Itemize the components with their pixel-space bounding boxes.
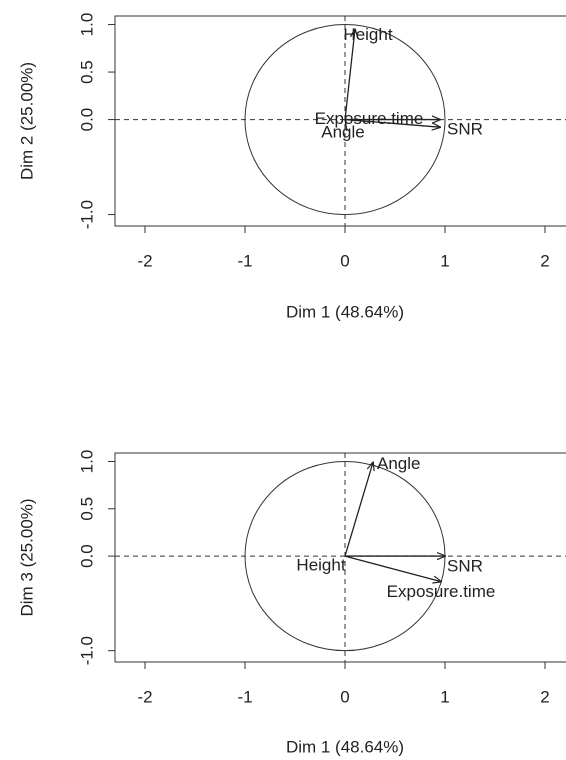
y-tick-label: -1.0 <box>77 636 96 665</box>
y-tick-label: 0.5 <box>77 497 96 521</box>
x-tick-label: 2 <box>540 687 549 706</box>
vector-arrow <box>344 555 441 582</box>
vector-label: Height <box>296 556 345 575</box>
y-tick-label: -1.0 <box>77 200 96 229</box>
x-tick-label: 0 <box>340 251 349 270</box>
y-axis-label: Dim 2 (25.00%) <box>17 62 36 180</box>
x-tick-label: 1 <box>440 687 449 706</box>
vector-label: Angle <box>321 122 364 141</box>
x-tick-label: -2 <box>137 251 152 270</box>
vector-label: Exposure.time <box>387 582 496 601</box>
vector-label: Height <box>343 25 392 44</box>
vector-label: Angle <box>377 454 420 473</box>
x-tick-label: 1 <box>440 251 449 270</box>
y-tick-label: 0.0 <box>77 544 96 568</box>
vector-label: SNR <box>447 120 483 139</box>
y-tick-label: 1.0 <box>77 450 96 474</box>
x-axis-label: Dim 1 (48.64%) <box>286 737 404 756</box>
y-tick-label: 1.0 <box>77 13 96 37</box>
vector-label: SNR <box>447 557 483 576</box>
unit-circle <box>244 24 446 216</box>
x-tick-label: -2 <box>137 687 152 706</box>
x-axis-label: Dim 1 (48.64%) <box>286 302 404 321</box>
x-tick-label: 0 <box>340 687 349 706</box>
vector-arrow <box>344 118 440 128</box>
x-tick-label: -1 <box>237 687 252 706</box>
vector-arrow <box>344 119 348 132</box>
x-tick-label: 2 <box>540 251 549 270</box>
y-tick-label: 0.0 <box>77 108 96 132</box>
x-tick-label: -1 <box>237 251 252 270</box>
vector-arrow <box>344 29 355 120</box>
vector-arrow <box>344 462 373 557</box>
y-tick-label: 0.5 <box>77 60 96 84</box>
y-axis-label: Dim 3 (25.00%) <box>17 498 36 616</box>
